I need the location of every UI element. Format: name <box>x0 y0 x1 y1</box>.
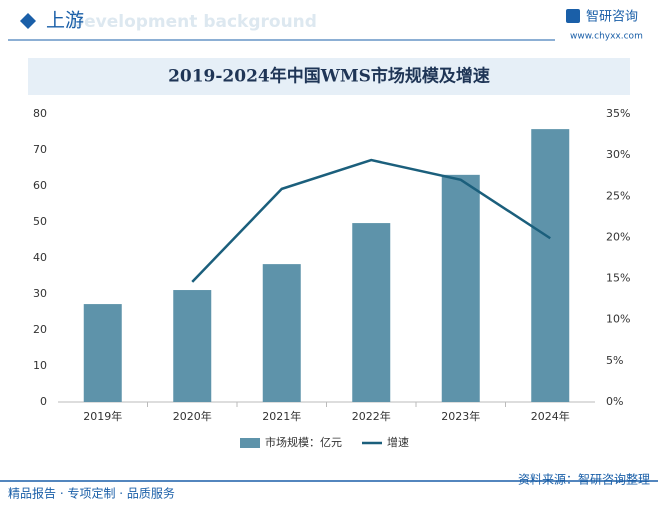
line <box>191 158 551 283</box>
x-tick-label: 2023年 <box>441 409 480 423</box>
legend-label: 增速 <box>387 435 409 449</box>
title-band <box>28 58 630 95</box>
y2-tick-label: 15% <box>606 272 630 285</box>
x-tick-label: 2020年 <box>173 409 212 423</box>
chart-title: 2019-2024年中国WMS市场规模及增速 <box>168 66 490 87</box>
y-tick-label: 10 <box>33 359 47 372</box>
logo-icon <box>566 9 580 23</box>
brand: 智研咨询 <box>586 10 638 25</box>
y2-tick-label: 30% <box>606 148 630 161</box>
x-tick-label: 2021年 <box>262 409 301 423</box>
y-tick-label: 60 <box>33 179 47 192</box>
bar <box>173 290 212 402</box>
footer-slogan: 精品报告 · 专项定制 · 品质服务 <box>8 486 175 501</box>
legend-label: 市场规模：亿元 <box>265 435 342 449</box>
y2-tick-label: 0% <box>606 395 623 408</box>
y-tick-label: 30 <box>33 287 47 300</box>
bar <box>352 223 391 402</box>
website: www.chyxx.com <box>570 32 643 42</box>
header-title: 上游 <box>46 10 84 32</box>
y2-tick-label: 20% <box>606 230 630 243</box>
y-tick-label: 50 <box>33 215 47 228</box>
bar <box>83 304 122 402</box>
x-tick-label: 2022年 <box>352 409 391 423</box>
x-tick-label: 2024年 <box>531 409 570 423</box>
y2-tick-label: 35% <box>606 107 630 120</box>
y2-tick-label: 10% <box>606 313 630 326</box>
y-tick-label: 70 <box>33 143 47 156</box>
header-subtitle: Development background <box>70 12 317 32</box>
chart: 0 10 20 30 40 50 60 70 80 0% 5% 10% 15% 20% 25% 30% 35% 2… <box>33 107 630 449</box>
x-tick-label: 2019年 <box>83 409 122 423</box>
bar <box>262 264 301 402</box>
legend-swatch <box>240 438 260 448</box>
bar <box>441 174 480 402</box>
y-tick-label: 20 <box>33 323 47 336</box>
y-tick-label: 40 <box>33 251 47 264</box>
y-tick-label: 0 <box>40 395 47 408</box>
y-tick-label: 80 <box>33 107 47 120</box>
y2-tick-label: 25% <box>606 189 630 202</box>
bar <box>531 129 570 402</box>
header-icon <box>20 13 36 29</box>
y2-tick-label: 5% <box>606 354 623 367</box>
footer-source: 资料来源：智研咨询整理 <box>518 472 650 487</box>
